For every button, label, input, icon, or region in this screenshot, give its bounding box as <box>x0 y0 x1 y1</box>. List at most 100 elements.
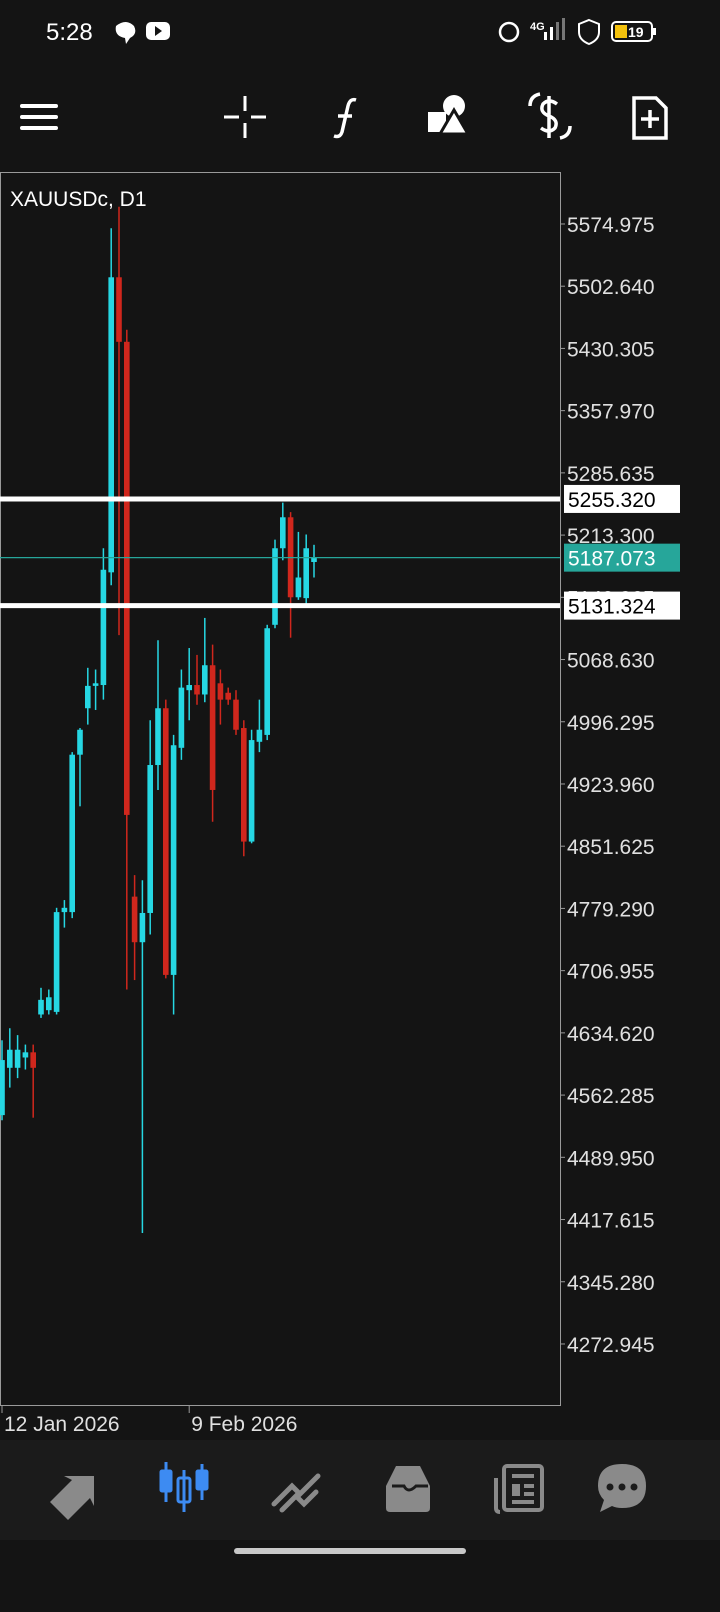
candle-body <box>61 907 68 913</box>
objects-square <box>428 112 446 132</box>
news-tab[interactable] <box>494 1464 544 1514</box>
y-axis: 5574.975 5502.640 5430.305 5357.970 5285.635… <box>560 214 655 1357</box>
chart-tab[interactable] <box>159 1462 209 1512</box>
objects-button[interactable] <box>428 95 471 136</box>
price-label-box <box>564 543 680 572</box>
y-tick-label: 4634.620 <box>567 1023 655 1046</box>
y-tick-label: 4923.960 <box>567 774 655 797</box>
y-tick-label: 4996.295 <box>567 712 655 735</box>
candle-body <box>295 577 302 598</box>
news-icon-lines <box>494 1474 534 1514</box>
signal-bar <box>556 22 559 40</box>
y-tick-label: 4345.280 <box>567 1272 655 1295</box>
candle-body <box>225 692 231 700</box>
y-tick-label: 5502.640 <box>567 276 655 299</box>
gesture-bar <box>0 1540 720 1612</box>
quotes-icon <box>50 1476 94 1520</box>
objects-triangle <box>437 107 471 136</box>
candle-body <box>22 1052 29 1058</box>
candle-body <box>186 685 192 691</box>
candle-body <box>92 683 99 686</box>
history-tab[interactable] <box>386 1466 430 1512</box>
news-icon <box>502 1464 544 1512</box>
chat-dot <box>606 1483 614 1491</box>
trade-tab[interactable] <box>271 1473 321 1513</box>
candle-body <box>155 708 161 766</box>
plot-frame <box>0 172 561 1406</box>
battery-level <box>615 25 627 38</box>
y-tick-label: 4489.950 <box>567 1147 655 1170</box>
battery-icon <box>611 21 653 42</box>
candle-body <box>163 708 169 975</box>
x-tick-label: 12 Jan 2026 <box>4 1413 120 1436</box>
chart-icon-body <box>176 1476 192 1504</box>
quotes-tab[interactable] <box>50 1476 94 1520</box>
price-label: 5131.324 <box>568 596 656 619</box>
bottom-navigation <box>0 1440 720 1540</box>
battery-percent: 19 <box>628 24 644 40</box>
clock: 5:28 <box>46 19 93 46</box>
candle-body <box>311 557 317 563</box>
y-tick-label: 4779.290 <box>567 898 655 921</box>
home-indicator <box>234 1548 466 1554</box>
notification-icon <box>115 22 136 44</box>
signal-icon <box>544 18 565 40</box>
network-type: 4G <box>530 21 545 33</box>
y-tick-label: 4562.285 <box>567 1085 655 1108</box>
battery-tip <box>653 28 656 35</box>
candles <box>0 206 317 1233</box>
signal-bar <box>562 18 565 40</box>
status-bar: 5:28 4G 19 <box>0 0 720 64</box>
candle-body <box>233 699 239 730</box>
y-tick-label: 5357.970 <box>567 401 655 424</box>
candle-body <box>241 728 247 842</box>
candle-body <box>0 1060 5 1116</box>
candle-body <box>77 729 83 755</box>
y-tick-label: 4272.945 <box>567 1334 655 1357</box>
candle-body <box>147 765 153 913</box>
candle-body <box>248 740 255 842</box>
chat-dot <box>618 1483 626 1491</box>
candle-body <box>108 277 114 573</box>
signal-bar <box>550 27 553 40</box>
new-order-button[interactable] <box>632 96 668 140</box>
candle-body <box>131 896 138 943</box>
candle-body <box>69 754 75 913</box>
x-axis: 12 Jan 2026 9 Feb 2026 <box>1 1405 297 1436</box>
trade-button[interactable] <box>528 92 572 140</box>
document-plus <box>641 110 659 128</box>
y-tick-label: 5430.305 <box>567 338 655 361</box>
menu-button[interactable] <box>20 104 58 130</box>
shield-icon <box>578 18 600 46</box>
crosshair-button[interactable] <box>224 96 266 138</box>
y-tick-label: 5574.975 <box>567 214 655 237</box>
candle-body <box>139 912 146 943</box>
y-tick-label: 5068.630 <box>567 650 655 673</box>
price-label-box <box>564 484 680 513</box>
candle-body <box>264 628 270 735</box>
history-icon-slot <box>392 1484 428 1492</box>
youtube-play <box>155 26 162 36</box>
candle-body <box>217 683 224 700</box>
document-outline <box>632 96 668 140</box>
price-lines: 5255.320 5187.073 5131.324 <box>0 484 680 620</box>
candle-body <box>202 665 208 695</box>
candle-body <box>46 997 52 1011</box>
candle-body <box>124 341 130 815</box>
candle-body <box>30 1052 36 1068</box>
alarm-icon <box>498 21 520 43</box>
price-label: 5255.320 <box>568 489 656 512</box>
candle-body <box>170 745 177 975</box>
candle-body <box>85 685 91 709</box>
candle-body <box>38 999 44 1015</box>
price-label: 5187.073 <box>568 548 656 571</box>
indicators-button[interactable] <box>333 97 357 139</box>
chart-icon-body <box>195 1469 209 1491</box>
chat-tab[interactable] <box>598 1464 646 1512</box>
candle-body <box>303 548 309 599</box>
candle-body <box>256 729 263 742</box>
candle-body <box>14 1049 21 1068</box>
chat-dot <box>630 1483 638 1491</box>
y-tick-label: 4706.955 <box>567 961 655 984</box>
